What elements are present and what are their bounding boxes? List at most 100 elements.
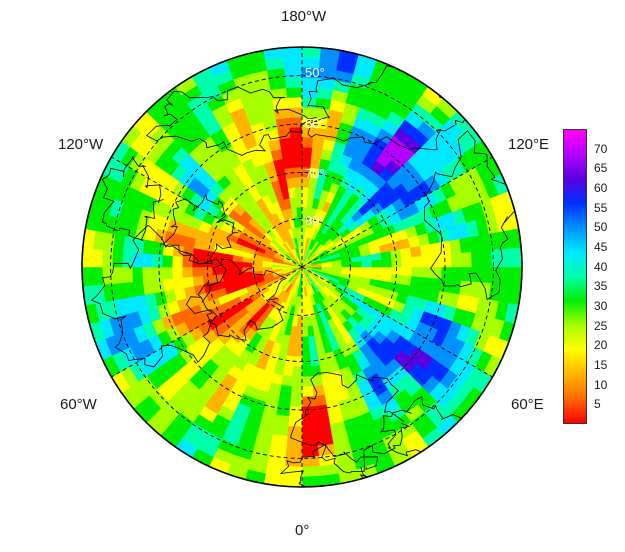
latitude-circle xyxy=(110,75,494,459)
data-cell xyxy=(409,245,422,258)
data-cell xyxy=(301,445,319,458)
data-cell xyxy=(282,157,294,169)
data-cell xyxy=(370,252,383,262)
data-cell xyxy=(331,263,343,268)
data-cell xyxy=(510,266,522,287)
data-cell xyxy=(121,266,133,284)
colorbar-tick-label: 30 xyxy=(594,299,608,313)
colorbar-tick-label: 35 xyxy=(594,279,608,294)
data-cell xyxy=(301,406,316,418)
data-cell xyxy=(282,47,303,59)
lat-label-50: 50° xyxy=(305,65,325,80)
data-cell xyxy=(419,244,432,257)
coastline xyxy=(146,86,318,156)
data-cell xyxy=(291,146,303,158)
colorbar-tick-label: 25 xyxy=(594,318,608,333)
data-cell xyxy=(451,252,463,268)
data-cell xyxy=(279,137,292,150)
meridian xyxy=(301,156,493,268)
meridian xyxy=(301,266,493,378)
data-cell xyxy=(285,445,303,458)
data-cell xyxy=(82,266,94,287)
data-cell xyxy=(289,396,303,408)
data-cell xyxy=(161,254,173,268)
data-cell xyxy=(480,250,493,268)
data-cell xyxy=(308,345,318,358)
data-cell xyxy=(301,86,319,98)
colorbar-tick-label: 50 xyxy=(594,220,608,235)
data-cell xyxy=(182,276,195,289)
lat-label-70: 70° xyxy=(305,166,325,181)
data-cell xyxy=(296,206,303,218)
coastline xyxy=(424,130,520,301)
colorbar-tick-label: 10 xyxy=(594,377,608,392)
data-cell xyxy=(292,366,303,378)
colorbar xyxy=(563,129,587,424)
latitude-circle xyxy=(253,218,351,316)
coastline xyxy=(185,258,287,341)
data-cell xyxy=(431,266,443,280)
data-cell xyxy=(171,255,183,268)
data-cell xyxy=(162,277,175,292)
colorbar-tick-label: 15 xyxy=(594,358,608,372)
data-cell xyxy=(351,261,363,268)
data-cell xyxy=(301,366,312,378)
lon-label-180w: 180°W xyxy=(281,8,327,25)
data-cell xyxy=(301,47,322,59)
lon-label-120w: 120°W xyxy=(58,136,104,153)
data-cell xyxy=(411,256,423,268)
data-cell xyxy=(307,335,317,348)
data-cell xyxy=(371,259,383,268)
colorbar-tick-label: 45 xyxy=(594,240,608,254)
meridian xyxy=(111,156,303,268)
data-cell xyxy=(91,266,104,286)
data-cell xyxy=(261,266,273,271)
data-cell xyxy=(292,156,303,168)
data-cell xyxy=(301,416,317,428)
data-cell xyxy=(192,275,204,287)
data-cell xyxy=(151,266,163,281)
data-cell xyxy=(181,256,193,268)
data-cell xyxy=(151,253,163,268)
data-cell xyxy=(301,426,318,438)
data-cell xyxy=(361,260,373,268)
lon-label-60w: 60°W xyxy=(60,396,97,413)
data-cell xyxy=(131,251,143,268)
data-cell xyxy=(301,455,320,468)
colorbar-tick-label: 70 xyxy=(594,141,608,156)
meridian xyxy=(111,266,303,378)
data-cell xyxy=(312,137,325,150)
data-cell xyxy=(91,248,104,268)
data-cell xyxy=(471,250,483,268)
lon-label-60e: 60°E xyxy=(511,396,544,413)
data-cell xyxy=(221,266,233,275)
data-cell xyxy=(286,96,303,108)
data-cell xyxy=(293,346,303,358)
data-cell xyxy=(480,266,493,284)
data-cell xyxy=(288,406,303,418)
data-cell xyxy=(181,266,193,278)
data-cell xyxy=(419,277,432,290)
data-cell xyxy=(380,251,393,261)
data-cell xyxy=(301,346,311,358)
colorbar-tick-label: 60 xyxy=(594,181,608,195)
data-cell xyxy=(500,248,513,268)
coastline xyxy=(101,155,164,241)
coastline xyxy=(90,225,227,368)
data-cell xyxy=(286,176,296,189)
data-cell xyxy=(301,326,309,338)
data-cell xyxy=(301,386,314,398)
data-cell xyxy=(401,266,413,277)
data-cell xyxy=(191,266,203,277)
data-cell xyxy=(301,136,314,148)
data-cell xyxy=(285,76,303,89)
data-cell xyxy=(161,266,173,280)
data-cell xyxy=(293,176,303,188)
data-cell xyxy=(287,186,297,199)
lat-label-80: 80° xyxy=(305,213,325,228)
colorbar-tick-label: 5 xyxy=(594,397,601,412)
data-cell xyxy=(441,266,453,281)
data-cell xyxy=(441,253,453,268)
lon-label-0: 0° xyxy=(295,522,310,539)
data-cell xyxy=(298,226,303,238)
